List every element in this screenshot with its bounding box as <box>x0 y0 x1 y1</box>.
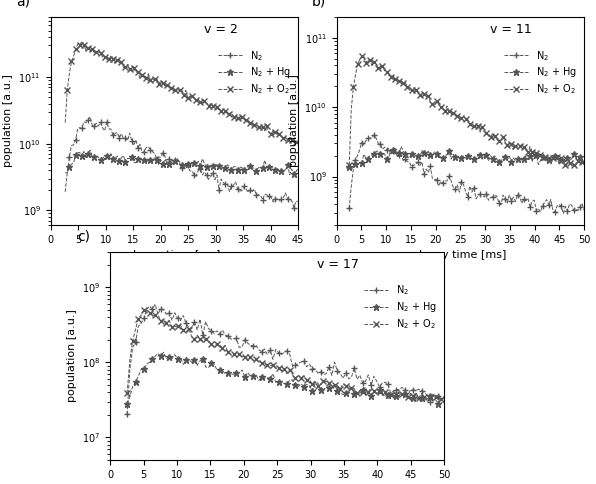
N$_2$ <box>440 399 448 405</box>
N$_2$ + O$_2$ <box>114 58 121 63</box>
N$_2$ <box>529 198 536 204</box>
Legend: N$_2$, N$_2$ + Hg, N$_2$ + O$_2$: N$_2$, N$_2$ + Hg, N$_2$ + O$_2$ <box>502 47 579 98</box>
N$_2$ + O$_2$ <box>400 80 407 86</box>
N$_2$ + O$_2$ <box>197 336 204 342</box>
N$_2$ + O$_2$ <box>429 395 436 401</box>
Text: v = 11: v = 11 <box>490 23 532 36</box>
N$_2$ + Hg <box>337 390 344 395</box>
Line: N$_2$ + O$_2$: N$_2$ + O$_2$ <box>63 39 301 145</box>
N$_2$ <box>243 186 250 192</box>
N$_2$ + Hg <box>429 396 436 402</box>
N$_2$ + O$_2$ <box>292 375 299 381</box>
N$_2$ + O$_2$ <box>440 395 448 401</box>
N$_2$ <box>572 206 579 212</box>
N$_2$ + Hg <box>470 156 477 162</box>
Line: N$_2$ + Hg: N$_2$ + Hg <box>346 143 588 172</box>
N$_2$ + Hg <box>197 358 204 364</box>
N$_2$ + O$_2$ <box>581 161 588 166</box>
N$_2$ + O$_2$ <box>504 142 511 148</box>
Line: N$_2$ + O$_2$: N$_2$ + O$_2$ <box>346 53 587 168</box>
Y-axis label: population [a.u.]: population [a.u.] <box>288 75 299 167</box>
N$_2$ + O$_2$ <box>337 386 344 392</box>
N$_2$ + Hg <box>177 354 184 360</box>
Line: N$_2$: N$_2$ <box>346 132 587 216</box>
N$_2$ <box>184 162 191 168</box>
N$_2$ + Hg <box>294 166 302 171</box>
N$_2$ <box>429 392 436 397</box>
Line: N$_2$: N$_2$ <box>125 302 447 417</box>
N$_2$ + O$_2$ <box>529 149 536 155</box>
N$_2$ + O$_2$ <box>385 72 392 77</box>
N$_2$ <box>286 197 293 202</box>
N$_2$ <box>370 373 377 379</box>
N$_2$ + O$_2$ <box>243 117 250 122</box>
N$_2$ + Hg <box>440 396 448 402</box>
N$_2$ + Hg <box>572 154 579 160</box>
N$_2$ + O$_2$ <box>370 388 377 393</box>
N$_2$ + O$_2$ <box>572 163 579 168</box>
N$_2$ <box>218 176 225 182</box>
N$_2$ <box>294 198 302 204</box>
N$_2$ + Hg <box>99 153 106 159</box>
N$_2$ <box>337 371 344 377</box>
N$_2$ + O$_2$ <box>99 54 106 60</box>
N$_2$ + O$_2$ <box>177 322 184 328</box>
N$_2$ + Hg <box>243 164 250 170</box>
N$_2$ <box>197 317 204 322</box>
N$_2$ + Hg <box>286 172 293 178</box>
N$_2$ + Hg <box>292 382 299 388</box>
Line: N$_2$ + O$_2$: N$_2$ + O$_2$ <box>125 307 447 402</box>
N$_2$ + Hg <box>529 158 536 164</box>
N$_2$ <box>99 125 106 131</box>
Text: c): c) <box>77 229 90 243</box>
N$_2$ + Hg <box>114 153 121 159</box>
N$_2$ + Hg <box>218 166 225 171</box>
N$_2$ <box>385 146 392 151</box>
N$_2$ + Hg <box>400 148 407 154</box>
Text: v = 2: v = 2 <box>204 23 238 36</box>
N$_2$ <box>400 158 407 164</box>
N$_2$ <box>177 318 184 323</box>
N$_2$ <box>581 208 588 213</box>
Legend: N$_2$, N$_2$ + Hg, N$_2$ + O$_2$: N$_2$, N$_2$ + Hg, N$_2$ + O$_2$ <box>362 282 439 333</box>
N$_2$ + Hg <box>581 162 588 167</box>
Legend: N$_2$, N$_2$ + Hg, N$_2$ + O$_2$: N$_2$, N$_2$ + Hg, N$_2$ + O$_2$ <box>216 47 293 98</box>
Text: v = 17: v = 17 <box>317 258 359 271</box>
Text: a): a) <box>16 0 30 9</box>
Line: N$_2$ + Hg: N$_2$ + Hg <box>62 147 302 178</box>
N$_2$ <box>114 129 121 135</box>
N$_2$ + O$_2$ <box>286 135 293 140</box>
N$_2$ + O$_2$ <box>294 139 302 145</box>
Text: b): b) <box>312 0 326 9</box>
N$_2$ + O$_2$ <box>184 95 191 101</box>
N$_2$ + Hg <box>385 154 392 160</box>
N$_2$ <box>470 185 477 191</box>
X-axis label: decay time [ms]: decay time [ms] <box>415 250 506 260</box>
Y-axis label: population [a.u.]: population [a.u.] <box>2 75 13 167</box>
Line: N$_2$ + Hg: N$_2$ + Hg <box>123 349 448 408</box>
N$_2$ + Hg <box>370 389 377 395</box>
N$_2$ + Hg <box>184 161 191 167</box>
N$_2$ + Hg <box>504 157 511 163</box>
N$_2$ + O$_2$ <box>470 123 477 129</box>
N$_2$ <box>504 200 511 206</box>
Line: N$_2$: N$_2$ <box>63 114 301 211</box>
N$_2$ <box>292 363 299 368</box>
N$_2$ + O$_2$ <box>218 108 225 114</box>
Y-axis label: population [a.u.]: population [a.u.] <box>67 309 77 402</box>
X-axis label: decay time [ms]: decay time [ms] <box>129 250 220 260</box>
